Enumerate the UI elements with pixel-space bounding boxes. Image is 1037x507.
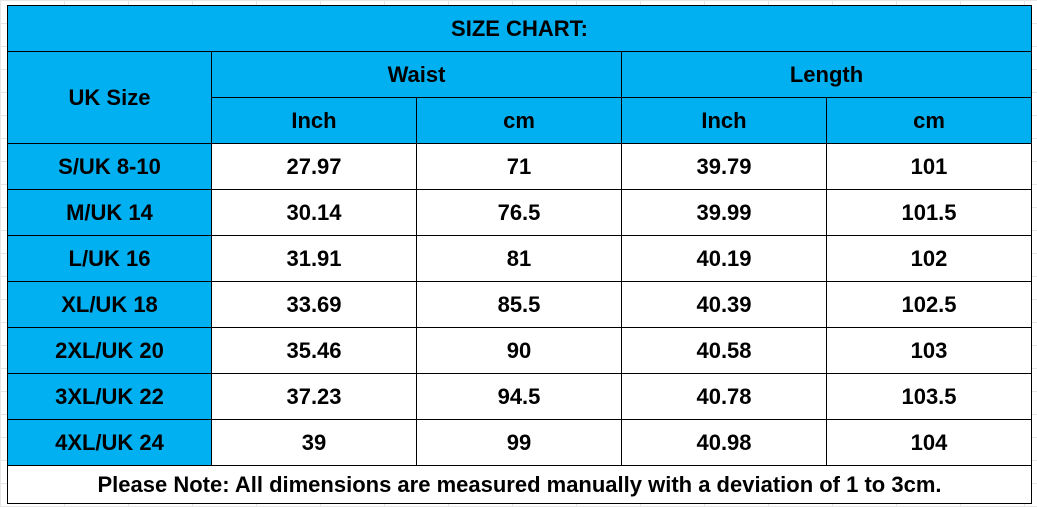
value-cell: 33.69 — [211, 281, 417, 328]
value-cell: 37.23 — [211, 373, 417, 420]
value-cell: 30.14 — [211, 189, 417, 236]
size-table: SIZE CHART: UK Size Waist Length Inch cm… — [7, 5, 1032, 504]
header-row: UK Size Waist Length — [7, 51, 1032, 144]
value-cell: 40.78 — [621, 373, 827, 420]
value-cell: 85.5 — [416, 281, 622, 328]
value-cell: 40.39 — [621, 281, 827, 328]
table-body: SIZE CHART: UK Size Waist Length Inch cm… — [7, 5, 1032, 504]
value-cell: 104 — [826, 419, 1032, 466]
subheader-cell: Inch — [211, 97, 417, 144]
value-cell: 40.98 — [621, 419, 827, 466]
subheader-row: Inch cm Inch cm — [8, 97, 1032, 144]
value-cell: 90 — [416, 327, 622, 374]
value-cell: 39.99 — [621, 189, 827, 236]
size-cell: 2XL/UK 20 — [7, 327, 212, 374]
value-cell: 31.91 — [211, 235, 417, 282]
value-cell: 103.5 — [826, 373, 1032, 420]
value-cell: 102 — [826, 235, 1032, 282]
value-cell: 101.5 — [826, 189, 1032, 236]
note-row: Please Note: All dimensions are measured… — [7, 465, 1032, 504]
value-cell: 81 — [416, 235, 622, 282]
table-title: SIZE CHART: — [7, 5, 1032, 52]
data-row: 2XL/UK 20 35.46 90 40.58 103 — [7, 327, 1032, 374]
value-cell: 99 — [416, 419, 622, 466]
subheader-cell: cm — [416, 97, 622, 144]
size-cell: M/UK 14 — [7, 189, 212, 236]
value-cell: 40.19 — [621, 235, 827, 282]
header-cell: UK Size — [7, 51, 212, 144]
value-cell: 76.5 — [416, 189, 622, 236]
title-row: SIZE CHART: — [7, 5, 1032, 52]
value-cell: 101 — [826, 143, 1032, 190]
size-cell: S/UK 8-10 — [7, 143, 212, 190]
size-cell: L/UK 16 — [7, 235, 212, 282]
value-cell: 35.46 — [211, 327, 417, 374]
data-row: M/UK 14 30.14 76.5 39.99 101.5 — [7, 189, 1032, 236]
note: Please Note: All dimensions are measured… — [7, 465, 1032, 504]
value-cell: 102.5 — [826, 281, 1032, 328]
value-cell: 71 — [416, 143, 622, 190]
value-cell: 39.79 — [621, 143, 827, 190]
value-cell: 103 — [826, 327, 1032, 374]
data-row: 4XL/UK 24 39 99 40.98 104 — [7, 419, 1032, 466]
header-group: Length — [621, 51, 1032, 98]
value-cell: 94.5 — [416, 373, 622, 420]
size-cell: XL/UK 18 — [7, 281, 212, 328]
value-cell: 27.97 — [211, 143, 417, 190]
data-row: 3XL/UK 22 37.23 94.5 40.78 103.5 — [7, 373, 1032, 420]
size-cell: 4XL/UK 24 — [7, 419, 212, 466]
data-row: XL/UK 18 33.69 85.5 40.39 102.5 — [7, 281, 1032, 328]
value-cell: 40.58 — [621, 327, 827, 374]
header-group: Waist — [211, 51, 622, 98]
value-cell: 39 — [211, 419, 417, 466]
data-row: S/UK 8-10 27.97 71 39.79 101 — [7, 143, 1032, 190]
subheader-cell: Inch — [621, 97, 827, 144]
size-cell: 3XL/UK 22 — [7, 373, 212, 420]
data-row: L/UK 16 31.91 81 40.19 102 — [7, 235, 1032, 282]
subheader-cell: cm — [826, 97, 1032, 144]
